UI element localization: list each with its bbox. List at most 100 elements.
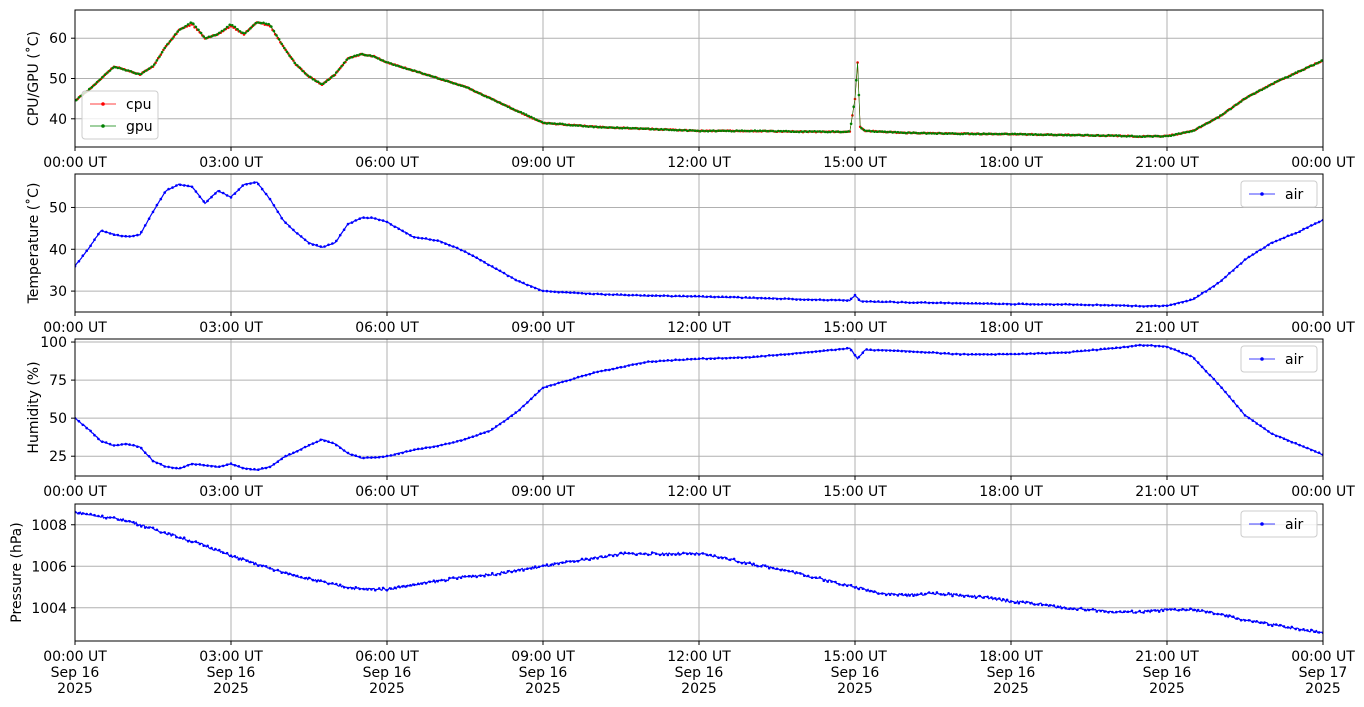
data-point-air [748,561,751,564]
data-point-gpu [870,130,874,133]
data-point-air [1001,352,1005,356]
data-point-air [202,544,205,547]
data-point-gpu [868,129,871,133]
data-point-gpu [1026,133,1030,136]
data-point-air [1083,303,1087,307]
data-point-air [865,348,868,351]
y-tick-label: 25 [49,449,67,465]
data-point-gpu [467,86,471,90]
data-point-gpu [384,60,388,64]
data-point-gpu [1050,133,1053,136]
data-point-air [803,298,806,302]
y-tick-label: 60 [49,31,67,47]
data-point-air [923,592,927,596]
data-point-air [865,589,868,592]
data-point-gpu [982,132,985,135]
data-point-gpu [361,52,364,56]
data-point-air [611,293,615,297]
data-point-air [639,362,642,365]
data-point-air [572,291,576,294]
data-point-air [374,217,377,220]
data-point-air [1228,614,1231,617]
data-point-air [463,250,467,253]
data-point-air [479,574,482,577]
data-point-gpu [782,129,785,133]
data-point-air [1138,609,1141,613]
data-point-air [1173,607,1177,611]
data-point-gpu [517,110,520,113]
data-point-gpu [350,55,354,59]
data-point-air [631,293,634,297]
data-point-gpu [1234,103,1238,107]
data-point-air [249,182,252,185]
data-point-air [1224,275,1227,279]
data-point-air [237,558,241,561]
data-point-air [327,582,330,586]
data-point-air [428,238,432,241]
legend-label: air [1285,352,1303,368]
data-point-air [537,288,541,292]
data-point-gpu [875,130,879,133]
data-point-air [561,290,564,294]
chart-panel-2: 00:00 UT 03:00 UT 06:00 UT 09:00 UT 12:00 UT… [25,173,1355,336]
data-point-gpu [948,132,952,135]
data-point-air [116,233,120,237]
data-point-air [97,437,100,441]
data-point-gpu [452,82,455,85]
data-point-air [1068,351,1071,354]
data-point-air [1122,610,1126,613]
data-point-gpu [626,126,629,130]
data-point-gpu [574,124,577,127]
data-point-air [1095,610,1099,613]
data-point-gpu [995,132,998,136]
data-point-air [1083,349,1087,352]
data-point-air [1044,352,1048,355]
data-point-air [869,589,872,593]
x-tick-label: 03:00 UT [199,320,263,336]
data-point-gpu [387,61,390,64]
data-point-air [171,186,174,189]
data-point-gpu [301,69,304,73]
data-point-air [424,237,428,240]
data-point-gpu [712,129,715,132]
data-point-gpu [1312,63,1316,67]
data-point-air [214,192,217,195]
data-point-air [877,300,880,303]
x-tick-label: 06:00 UT [355,484,419,500]
data-point-air [830,348,833,352]
data-point-air [1235,404,1239,408]
data-point-gpu [761,129,764,133]
data-point-gpu [1180,132,1183,135]
data-point-gpu [241,31,244,35]
data-point-gpu [459,84,463,87]
data-point-gpu [1263,87,1266,90]
data-point-gpu [1141,135,1144,138]
data-point-gpu [322,82,325,85]
data-point-gpu [1310,64,1313,67]
data-point-air [549,563,553,567]
data-point-gpu [717,129,720,132]
data-point-air [1212,612,1216,616]
data-point-air [974,353,978,356]
data-point-air [120,234,124,238]
data-point-gpu [933,132,936,135]
data-point-air [416,582,420,586]
data-point-gpu [98,78,101,82]
data-point-air [576,291,580,295]
data-point-air [280,457,284,461]
data-point-gpu [1039,133,1043,136]
data-point-air [1033,603,1036,606]
data-point-air [272,463,276,466]
data-point-air [1029,352,1032,355]
data-point-air [705,553,709,557]
data-point-gpu [998,132,1001,136]
data-point-gpu [1276,79,1279,83]
data-point-air [1142,344,1145,347]
data-point-gpu [478,92,481,95]
data-point-air [604,293,607,297]
data-point-air [592,292,595,296]
data-point-air [335,443,338,447]
data-point-gpu [280,42,284,46]
data-point-gpu [488,96,492,100]
